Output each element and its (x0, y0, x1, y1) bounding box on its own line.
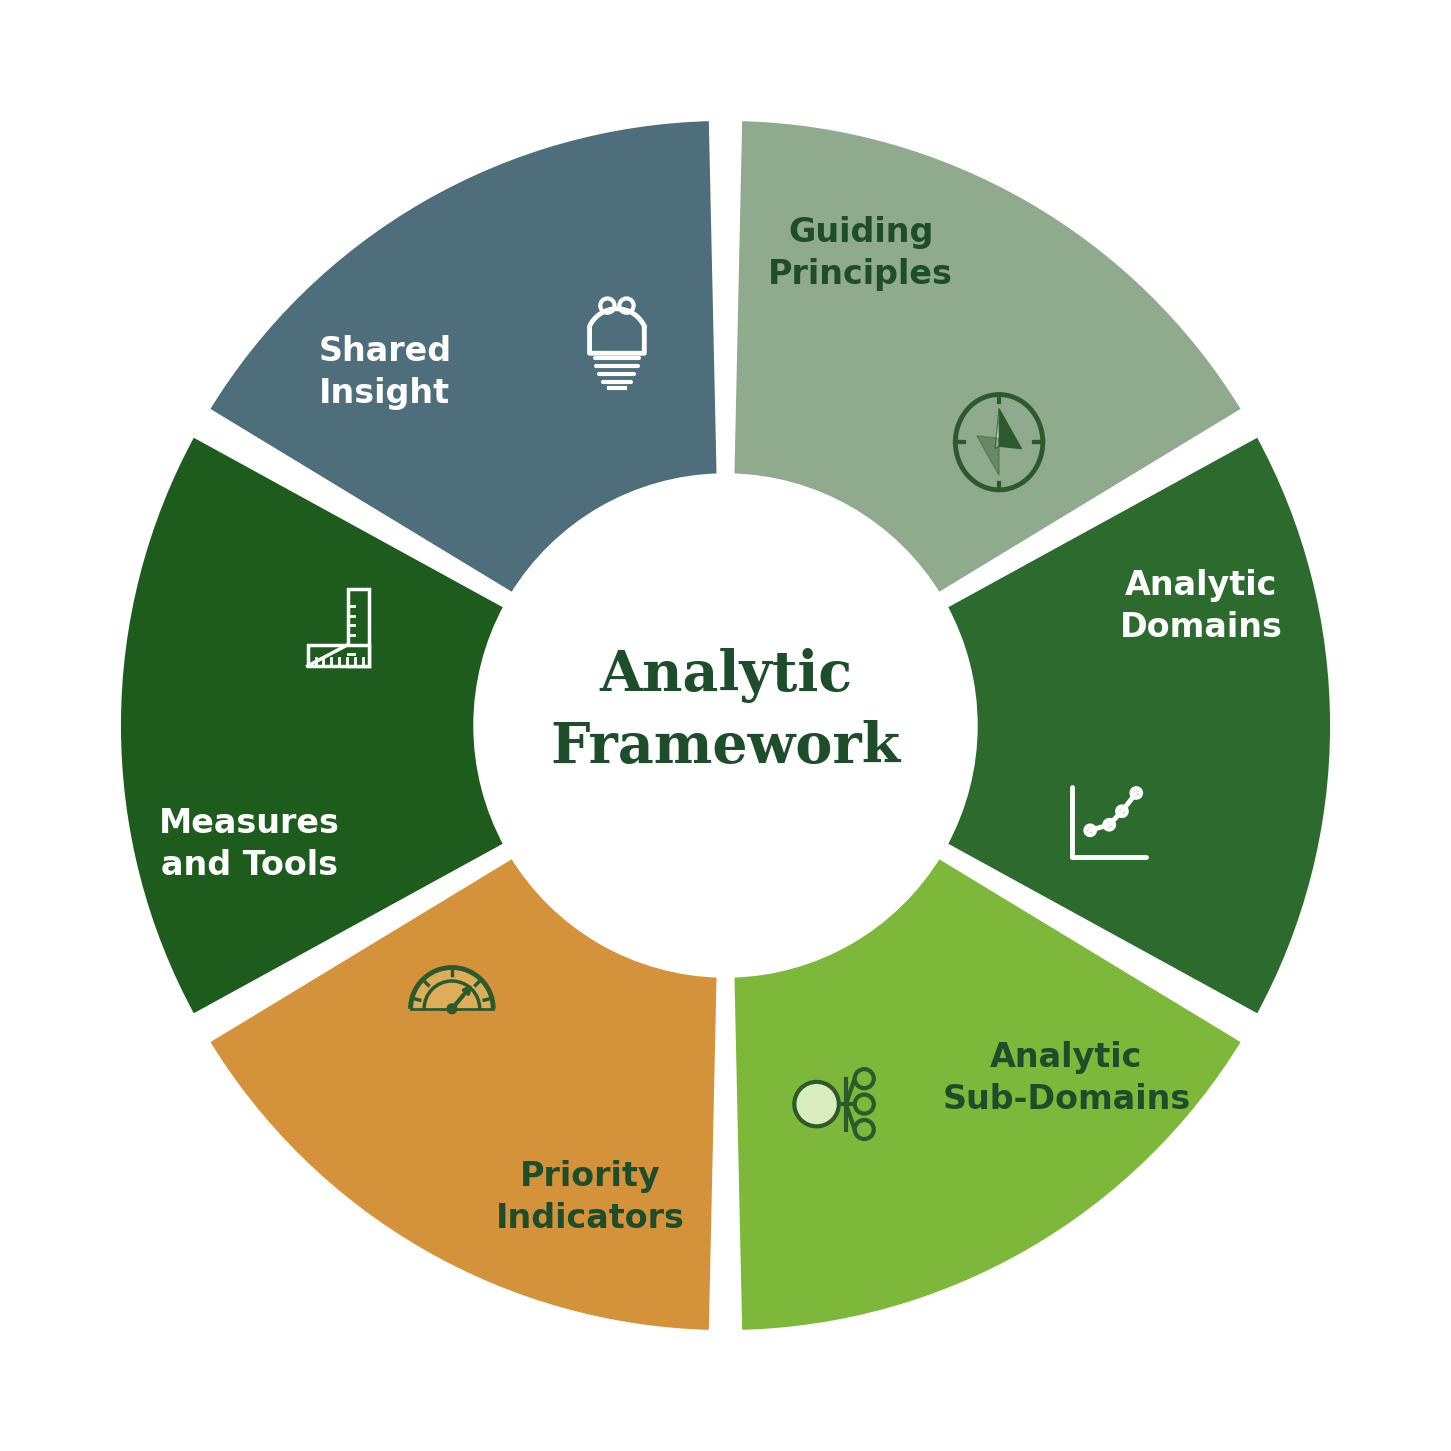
Text: Guiding
Principles: Guiding Principles (768, 216, 953, 292)
Wedge shape (943, 432, 1333, 1019)
Polygon shape (977, 435, 1000, 476)
Text: Analytic
Domains: Analytic Domains (1120, 569, 1283, 644)
Text: Analytic
Framework: Analytic Framework (550, 649, 901, 775)
Wedge shape (731, 855, 1245, 1333)
Circle shape (855, 1069, 874, 1088)
Wedge shape (731, 118, 1245, 596)
Polygon shape (1000, 409, 1022, 448)
Circle shape (447, 1003, 457, 1014)
Polygon shape (348, 589, 369, 666)
Polygon shape (411, 968, 493, 1008)
Circle shape (794, 1082, 839, 1126)
Polygon shape (995, 409, 1000, 448)
Text: Measures
and Tools: Measures and Tools (160, 807, 340, 882)
Wedge shape (206, 118, 720, 596)
Circle shape (855, 1120, 874, 1139)
Circle shape (855, 1094, 874, 1113)
Wedge shape (206, 855, 720, 1333)
Text: Shared
Insight: Shared Insight (318, 335, 451, 411)
Polygon shape (308, 644, 369, 666)
Text: Priority
Indicators: Priority Indicators (496, 1159, 685, 1235)
Wedge shape (118, 432, 508, 1019)
Circle shape (477, 477, 974, 974)
Text: Analytic
Sub-Domains: Analytic Sub-Domains (942, 1040, 1190, 1116)
